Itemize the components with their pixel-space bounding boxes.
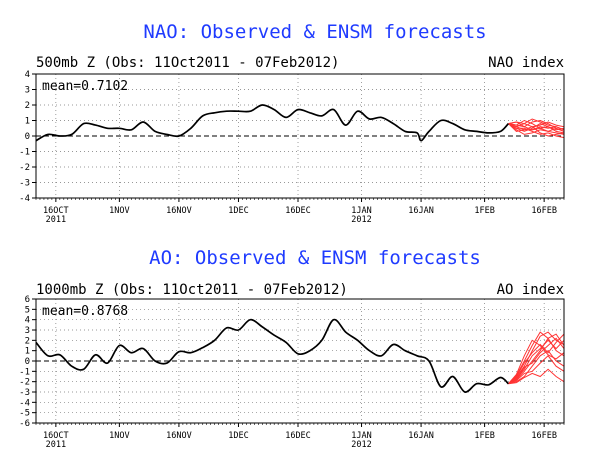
x-tick-label: 1JAN bbox=[351, 206, 371, 216]
nao-title: NAO: Observed & ENSM forecasts bbox=[143, 21, 486, 43]
y-tick-label: 1 bbox=[25, 117, 30, 127]
x-tick-label: 1FEB bbox=[474, 431, 494, 441]
x-tick-label: 16JAN bbox=[408, 206, 434, 216]
x-tick-label: 1NOV bbox=[109, 431, 129, 441]
x-tick-label: 16NOV bbox=[166, 431, 192, 441]
x-tick-label: 16DEC bbox=[285, 206, 311, 216]
forecast-line bbox=[508, 123, 565, 135]
forecast-line bbox=[508, 123, 565, 139]
nao-subtitle-right: NAO index bbox=[488, 55, 564, 71]
ao-subtitle-right: AO index bbox=[497, 282, 564, 298]
nao-observed-line bbox=[35, 104, 510, 142]
forecast-line bbox=[508, 337, 565, 385]
nao-y-ticks: -4 -3 -2 -1 0 1 2 3 4 bbox=[19, 70, 36, 204]
y-tick-label: 5 bbox=[25, 305, 30, 315]
forecast-line bbox=[508, 123, 565, 131]
y-tick-label: 2 bbox=[25, 336, 30, 346]
x-tick-label: 16OCT bbox=[43, 431, 69, 441]
x-tick-label: 1JAN bbox=[351, 431, 371, 441]
nao-panel: NAO: Observed & ENSM forecasts 500mb Z (… bbox=[19, 21, 565, 225]
y-tick-label: -1 bbox=[19, 367, 30, 377]
forecast-line bbox=[508, 121, 565, 135]
x-tick-sublabel: 2011 bbox=[46, 440, 66, 450]
y-tick-label: -3 bbox=[19, 179, 30, 189]
ao-observed-line bbox=[35, 318, 509, 393]
nao-forecast-series bbox=[508, 118, 565, 139]
x-tick-sublabel: 2012 bbox=[351, 440, 371, 450]
x-tick-label: 16JAN bbox=[408, 431, 434, 441]
y-tick-label: 4 bbox=[25, 316, 30, 326]
nao-plot-frame bbox=[35, 73, 565, 199]
ao-subtitle-left: 1000mb Z (Obs: 11Oct2011 - 07Feb2012) bbox=[36, 282, 348, 298]
y-tick-label: 6 bbox=[25, 295, 30, 305]
nao-grid bbox=[36, 74, 564, 198]
forecast-line bbox=[508, 121, 565, 128]
x-tick-label: 1FEB bbox=[474, 206, 494, 216]
y-tick-label: 2 bbox=[25, 101, 30, 111]
forecast-line bbox=[508, 331, 565, 385]
y-tick-label: -4 bbox=[19, 398, 30, 408]
forecast-line bbox=[508, 123, 565, 137]
y-tick-label: -2 bbox=[19, 378, 30, 388]
forecast-line bbox=[508, 368, 565, 385]
forecast-line bbox=[508, 355, 565, 385]
forecast-line bbox=[508, 118, 565, 131]
y-tick-label: -1 bbox=[19, 148, 30, 158]
nao-mean-label: mean=0.7102 bbox=[42, 79, 128, 94]
y-tick-label: 0 bbox=[25, 132, 30, 142]
nao-subtitle-left: 500mb Z (Obs: 11Oct2011 - 07Feb2012) bbox=[36, 55, 339, 71]
y-tick-label: 0 bbox=[25, 357, 30, 367]
ao-forecast-series bbox=[508, 331, 565, 385]
x-tick-label: 16OCT bbox=[43, 206, 69, 216]
ao-panel: AO: Observed & ENSM forecasts 1000mb Z (… bbox=[19, 247, 565, 450]
x-tick-label: 1NOV bbox=[109, 206, 129, 216]
forecast-line bbox=[508, 339, 565, 385]
x-tick-label: 1DEC bbox=[228, 431, 248, 441]
x-tick-sublabel: 2012 bbox=[351, 215, 371, 225]
y-tick-label: 4 bbox=[25, 70, 30, 80]
y-tick-label: 1 bbox=[25, 347, 30, 357]
y-tick-label: -5 bbox=[19, 409, 30, 419]
y-tick-label: -2 bbox=[19, 163, 30, 173]
forecast-line bbox=[508, 350, 565, 385]
ao-title: AO: Observed & ENSM forecasts bbox=[149, 247, 481, 269]
y-tick-label: 3 bbox=[25, 326, 30, 336]
x-tick-label: 16FEB bbox=[531, 431, 557, 441]
y-tick-label: -4 bbox=[19, 194, 30, 204]
x-tick-label: 16DEC bbox=[285, 431, 311, 441]
forecast-line bbox=[508, 119, 565, 132]
y-tick-label: -6 bbox=[19, 419, 30, 429]
x-tick-label: 1DEC bbox=[228, 206, 248, 216]
y-tick-label: 3 bbox=[25, 86, 30, 96]
ao-mean-label: mean=0.8768 bbox=[42, 304, 128, 319]
x-tick-label: 16NOV bbox=[166, 206, 192, 216]
x-tick-label: 16FEB bbox=[531, 206, 557, 216]
forecast-line bbox=[508, 333, 565, 385]
ao-plot-frame bbox=[35, 298, 565, 424]
x-tick-sublabel: 2011 bbox=[46, 215, 66, 225]
y-tick-label: -3 bbox=[19, 388, 30, 398]
ao-grid bbox=[36, 299, 564, 423]
